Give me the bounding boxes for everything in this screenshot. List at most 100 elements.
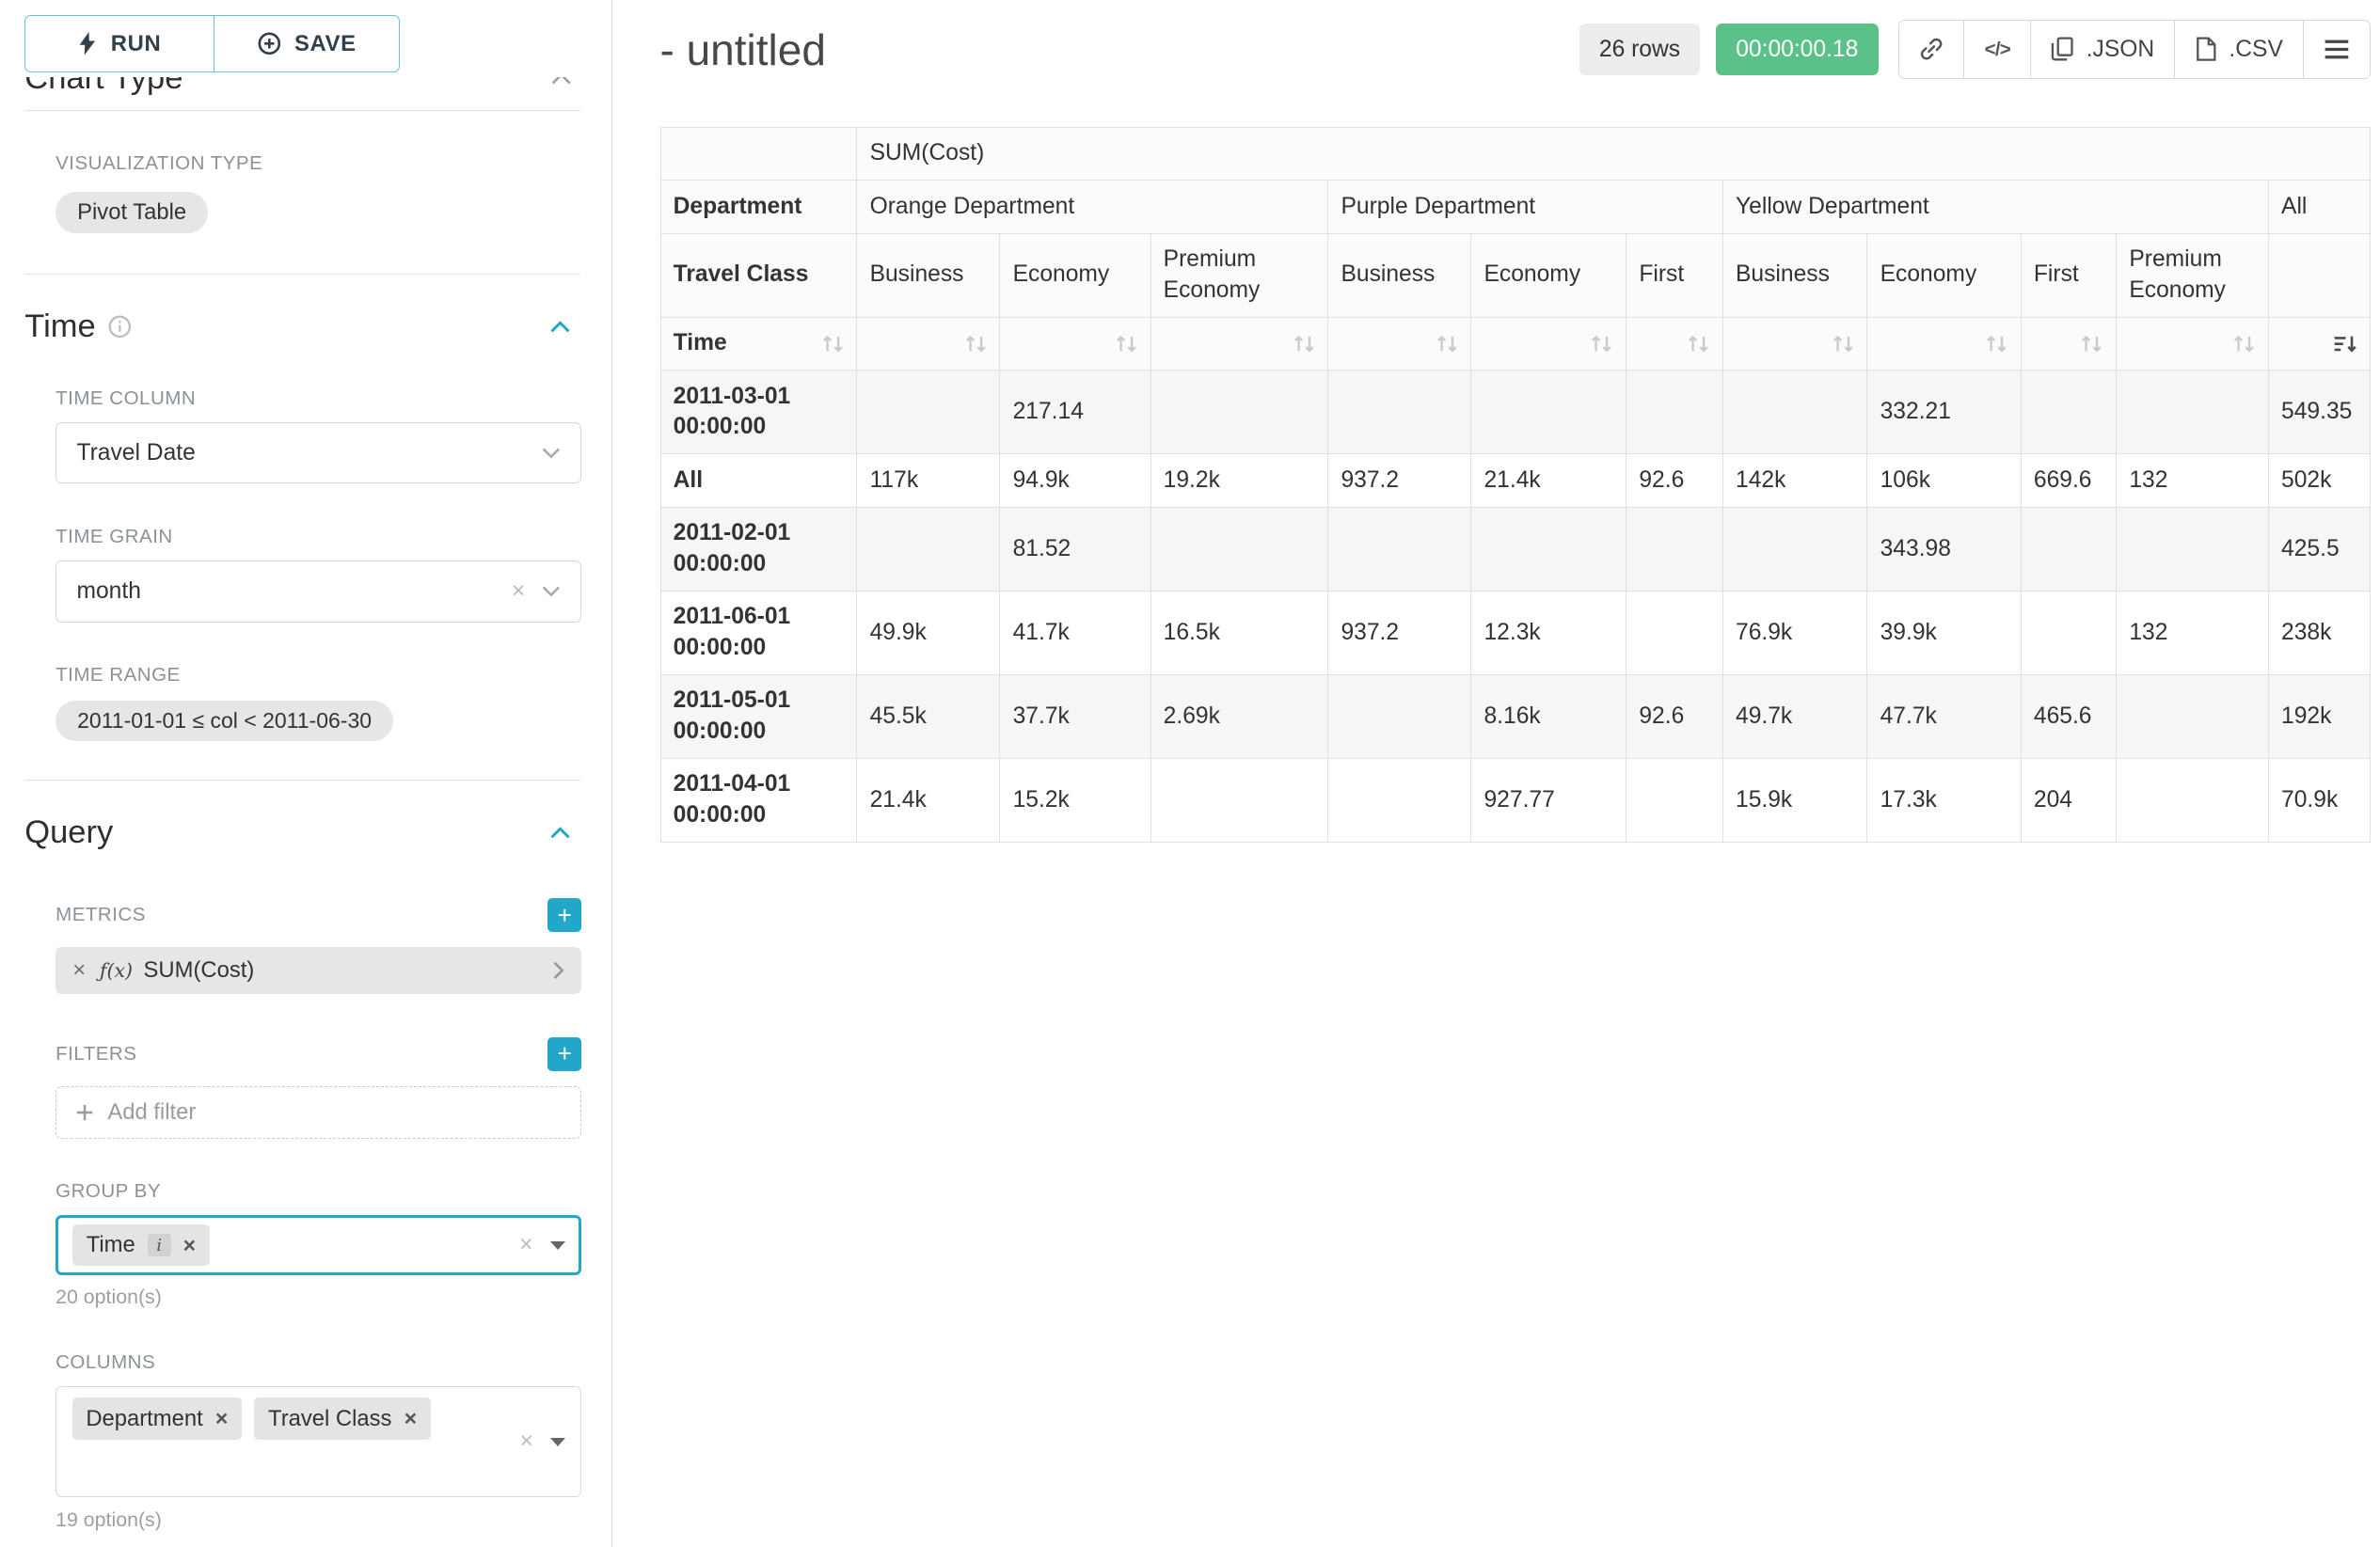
- table-row: 2011-06-01 00:00:0049.9k41.7k16.5k937.21…: [660, 591, 2371, 674]
- time-grain-select[interactable]: month ×: [56, 560, 581, 623]
- time-axis-label: Time: [674, 328, 727, 359]
- pivot-value-cell: [2021, 371, 2116, 454]
- caret-down-icon[interactable]: [550, 1438, 565, 1446]
- sort-toggle-icon[interactable]: [1687, 334, 1710, 354]
- sort-toggle-icon[interactable]: [1115, 334, 1138, 354]
- pivot-value-cell: 94.9k: [1000, 454, 1150, 508]
- metric-header-cell: SUM(Cost): [857, 127, 2371, 181]
- time-column-select[interactable]: Travel Date: [56, 422, 581, 484]
- sort-header-cell: [1626, 317, 1723, 371]
- sort-header-cell: [1722, 317, 1867, 371]
- sort-toggle-icon[interactable]: [964, 334, 988, 354]
- pivot-value-cell: [857, 371, 1000, 454]
- columns-token[interactable]: Department ×: [72, 1397, 243, 1439]
- pivot-value-cell: 106k: [1867, 454, 2021, 508]
- chart-area: - untitled 26 rows 00:00:00.18 </> .JSON: [612, 0, 2380, 1547]
- column-info-badge[interactable]: i: [148, 1234, 171, 1257]
- pivot-value-cell: [2117, 371, 2269, 454]
- pivot-value-cell: 15.9k: [1722, 758, 1867, 842]
- pivot-value-cell: [1626, 758, 1723, 842]
- travel-class-header: Business: [1328, 233, 1471, 317]
- time-header-cell: Time: [660, 317, 857, 371]
- clear-icon[interactable]: ×: [512, 578, 525, 605]
- pivot-value-cell: 425.5: [2268, 507, 2370, 591]
- sort-toggle-icon[interactable]: [1832, 334, 1855, 354]
- pivot-value-cell: 927.77: [1471, 758, 1626, 842]
- sort-toggle-icon[interactable]: [2232, 334, 2256, 354]
- pivot-row-header: 2011-06-01 00:00:00: [660, 591, 857, 674]
- clear-icon[interactable]: ×: [519, 1232, 532, 1258]
- pivot-value-cell: 47.7k: [1867, 674, 2021, 758]
- pivot-value-cell: 16.5k: [1150, 591, 1328, 674]
- export-json-button[interactable]: .JSON: [2030, 20, 2176, 78]
- collapse-query-section-button[interactable]: [547, 823, 575, 843]
- pivot-row-header: 2011-04-01 00:00:00: [660, 758, 857, 842]
- pivot-value-cell: 192k: [2268, 674, 2370, 758]
- columns-options-hint: 19 option(s): [56, 1508, 581, 1532]
- pivot-value-cell: [2117, 758, 2269, 842]
- menu-button[interactable]: [2303, 20, 2372, 78]
- save-button[interactable]: SAVE: [214, 15, 401, 72]
- chevron-right-icon[interactable]: [552, 961, 564, 980]
- pivot-value-cell: 45.5k: [857, 674, 1000, 758]
- remove-metric-icon[interactable]: ×: [72, 957, 86, 984]
- collapse-time-section-button[interactable]: [547, 317, 575, 337]
- chevron-up-icon[interactable]: [551, 77, 571, 85]
- pivot-value-cell: 15.2k: [1000, 758, 1150, 842]
- sort-toggle-icon[interactable]: [1590, 334, 1613, 354]
- info-icon[interactable]: [108, 315, 132, 339]
- sort-toggle-icon[interactable]: [1985, 334, 2008, 354]
- add-metric-button[interactable]: +: [547, 898, 581, 932]
- code-icon: </>: [1985, 39, 2010, 61]
- pivot-value-cell: [1626, 591, 1723, 674]
- add-filter-plus-button[interactable]: +: [547, 1037, 581, 1071]
- remove-token-icon[interactable]: ×: [183, 1233, 196, 1258]
- chart-header-actions: 26 rows 00:00:00.18 </> .JSON .: [1579, 20, 2372, 78]
- pivot-value-cell: [1328, 674, 1471, 758]
- copy-link-button[interactable]: [1898, 20, 1965, 78]
- pivot-value-cell: 49.9k: [857, 591, 1000, 674]
- time-grain-value: month: [76, 578, 511, 605]
- group-by-select[interactable]: Time i × ×: [56, 1215, 581, 1275]
- columns-token[interactable]: Travel Class ×: [254, 1397, 431, 1439]
- add-filter-button[interactable]: Add filter: [56, 1086, 581, 1139]
- sort-toggle-icon[interactable]: [2080, 334, 2103, 354]
- remove-token-icon[interactable]: ×: [405, 1406, 417, 1431]
- metric-token-label: SUM(Cost): [144, 957, 255, 984]
- department-group-header: Yellow Department: [1722, 181, 2268, 234]
- pivot-value-cell: [857, 507, 1000, 591]
- department-group-header: Purple Department: [1328, 181, 1723, 234]
- remove-token-icon[interactable]: ×: [215, 1406, 228, 1431]
- divider: [24, 110, 579, 111]
- visualization-type-value[interactable]: Pivot Table: [56, 192, 208, 233]
- pivot-value-cell: 204: [2021, 758, 2116, 842]
- pivot-value-cell: 37.7k: [1000, 674, 1150, 758]
- filters-label: FILTERS: [56, 1043, 136, 1066]
- clear-icon[interactable]: ×: [520, 1429, 533, 1455]
- embed-code-button[interactable]: </>: [1963, 20, 2031, 78]
- time-range-value[interactable]: 2011-01-01 ≤ col < 2011-06-30: [56, 701, 393, 741]
- time-range-label: TIME RANGE: [56, 664, 581, 687]
- group-by-options-hint: 20 option(s): [56, 1286, 581, 1309]
- sort-header-cell: [2021, 317, 2116, 371]
- section-chart-type: Chart Type: [24, 77, 583, 103]
- sort-desc-active-icon[interactable]: [2333, 334, 2357, 354]
- sort-header-cell: [1328, 317, 1471, 371]
- travel-class-header: First: [1626, 233, 1723, 317]
- file-icon: [2195, 37, 2216, 61]
- columns-token-label: Travel Class: [268, 1406, 391, 1432]
- pivot-value-cell: [1150, 507, 1328, 591]
- save-button-label: SAVE: [294, 31, 357, 57]
- sort-toggle-icon[interactable]: [821, 334, 845, 354]
- export-csv-button[interactable]: .CSV: [2174, 20, 2304, 78]
- group-by-token[interactable]: Time i ×: [72, 1224, 210, 1266]
- sort-toggle-icon[interactable]: [1293, 334, 1316, 354]
- pivot-value-cell: [1150, 371, 1328, 454]
- sort-toggle-icon[interactable]: [1436, 334, 1459, 354]
- caret-down-icon[interactable]: [550, 1241, 565, 1250]
- columns-select[interactable]: Department × Travel Class × ×: [56, 1386, 581, 1497]
- run-button[interactable]: RUN: [24, 15, 214, 72]
- metric-token[interactable]: × ƒ(x) SUM(Cost): [56, 947, 581, 993]
- pivot-value-cell: 17.3k: [1867, 758, 2021, 842]
- pivot-value-cell: [1471, 371, 1626, 454]
